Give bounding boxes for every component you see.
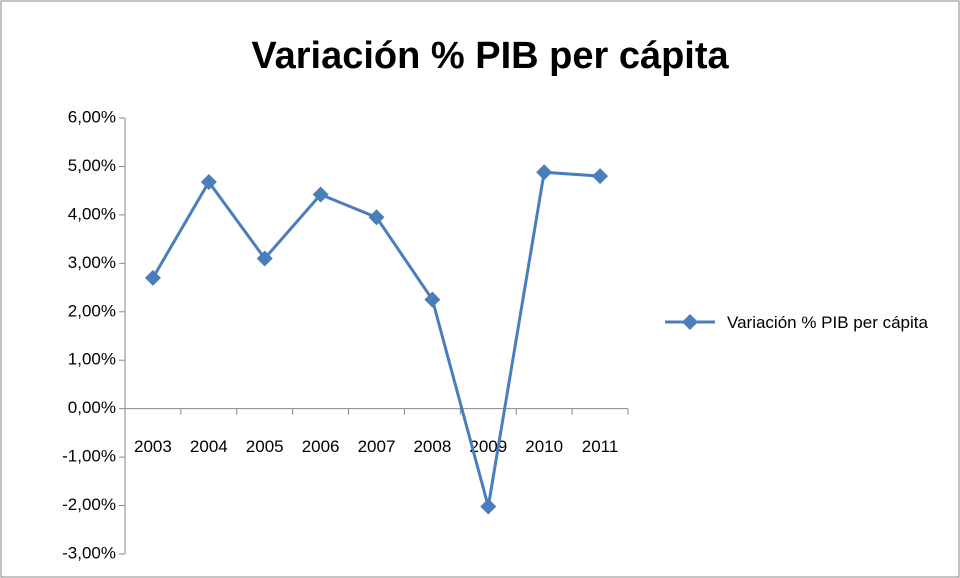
data-point [424,291,441,308]
y-tick-label: -2,00% [62,495,116,514]
x-tick-label: 2005 [246,437,284,456]
x-tick-label: 2011 [582,437,619,456]
y-tick-label: 6,00% [68,107,116,126]
y-tick-label: 5,00% [68,156,116,175]
x-tick-label: 2006 [302,437,340,456]
legend-label: Variación % PIB per cápita [727,313,928,332]
data-point [480,498,497,515]
chart-title: Variación % PIB per cápita [251,35,729,77]
x-tick-label: 2010 [525,437,563,456]
data-point [368,209,385,226]
y-tick-label: 3,00% [68,253,116,272]
data-point [256,250,273,267]
data-point [592,168,609,185]
x-tick-label: 2008 [413,437,451,456]
data-point [144,269,161,286]
x-tick-label: 2003 [134,437,172,456]
y-tick-label: -3,00% [62,543,116,562]
y-tick-label: 4,00% [68,204,116,223]
x-tick-label: 2004 [190,437,228,456]
legend-marker [682,314,698,330]
data-point [312,186,329,203]
y-tick-label: 2,00% [68,301,116,320]
data-point [536,164,553,181]
data-point [200,173,217,190]
y-tick-label: 1,00% [68,350,116,369]
x-tick-label: 2007 [358,437,396,456]
y-tick-label: -1,00% [62,447,116,466]
y-tick-label: 0,00% [68,398,116,417]
